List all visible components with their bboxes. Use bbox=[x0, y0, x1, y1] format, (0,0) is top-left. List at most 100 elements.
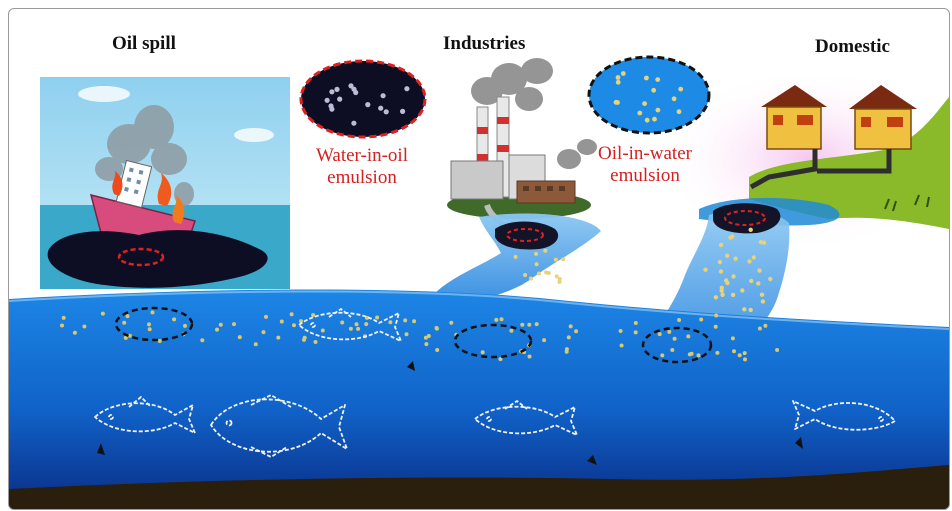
droplet bbox=[677, 318, 682, 322]
droplet bbox=[725, 253, 730, 258]
droplet bbox=[253, 342, 258, 347]
droplet bbox=[768, 276, 773, 282]
oil-spill-scene bbox=[40, 77, 290, 289]
droplet bbox=[520, 322, 525, 327]
label-water-in-oil-line2: emulsion bbox=[327, 167, 397, 188]
droplet bbox=[494, 317, 499, 322]
droplet bbox=[375, 315, 380, 320]
droplet bbox=[329, 106, 335, 112]
droplet bbox=[157, 339, 162, 343]
droplet bbox=[554, 274, 559, 279]
droplet bbox=[720, 292, 725, 297]
droplet bbox=[615, 79, 621, 85]
droplet bbox=[655, 77, 661, 82]
droplet bbox=[568, 324, 573, 329]
droplet bbox=[82, 324, 87, 329]
oil-droplets bbox=[60, 227, 780, 362]
droplet bbox=[615, 75, 621, 80]
droplet bbox=[730, 292, 736, 298]
cloud-icon bbox=[78, 86, 274, 142]
droplet bbox=[714, 313, 719, 318]
sea-surface-sheen bbox=[9, 290, 949, 330]
fish-icon bbox=[474, 400, 578, 436]
fish-icon bbox=[792, 400, 896, 431]
figure-frame: Oil spill Industries Domestic Water-in-o… bbox=[8, 8, 950, 510]
droplet bbox=[553, 257, 558, 262]
factory-icon bbox=[447, 58, 597, 237]
droplet bbox=[633, 321, 638, 325]
droplet bbox=[689, 351, 694, 356]
droplet bbox=[150, 310, 155, 315]
droplet bbox=[388, 320, 393, 325]
droplet bbox=[356, 326, 361, 331]
droplet bbox=[574, 329, 579, 334]
label-oil-in-water-line1: Oil-in-water bbox=[598, 143, 692, 164]
drain-pipe bbox=[749, 149, 892, 190]
droplet bbox=[279, 319, 284, 324]
droplet bbox=[759, 292, 765, 297]
droplet bbox=[200, 338, 205, 343]
sea-body bbox=[9, 289, 949, 509]
droplet bbox=[733, 256, 738, 261]
droplet bbox=[660, 353, 665, 358]
droplet bbox=[730, 336, 735, 341]
droplet bbox=[757, 268, 762, 273]
debris bbox=[97, 361, 803, 465]
industrial-oil-blob bbox=[495, 221, 559, 250]
droplet bbox=[742, 307, 747, 312]
droplet bbox=[498, 357, 503, 362]
droplet bbox=[435, 348, 440, 352]
droplet bbox=[434, 326, 439, 331]
droplet bbox=[760, 299, 766, 304]
droplet bbox=[261, 330, 266, 335]
droplet bbox=[232, 322, 236, 327]
droplet bbox=[337, 96, 343, 102]
droplet bbox=[354, 322, 359, 327]
droplet bbox=[348, 83, 354, 89]
droplet bbox=[365, 102, 371, 108]
droplet bbox=[534, 322, 539, 327]
droplet bbox=[378, 105, 384, 111]
droplet bbox=[686, 334, 691, 339]
domestic-marker bbox=[724, 210, 766, 226]
droplet bbox=[172, 317, 177, 322]
droplet bbox=[756, 281, 761, 286]
droplet bbox=[655, 107, 661, 113]
pollution-scene bbox=[9, 55, 949, 509]
droplet bbox=[423, 335, 428, 340]
droplet bbox=[763, 323, 768, 328]
droplet bbox=[324, 97, 330, 103]
droplet bbox=[699, 317, 704, 322]
droplet bbox=[61, 315, 66, 320]
droplet bbox=[527, 322, 532, 327]
sea-emulsion-marker-2 bbox=[453, 323, 533, 359]
droplet bbox=[403, 318, 408, 323]
droplet bbox=[758, 239, 764, 245]
droplet bbox=[449, 320, 454, 325]
heading-domestic: Domestic bbox=[815, 36, 890, 57]
droplet bbox=[742, 351, 747, 356]
droplet bbox=[696, 353, 701, 358]
droplet bbox=[292, 323, 296, 328]
industrial-marker bbox=[506, 228, 544, 242]
droplet bbox=[480, 350, 485, 355]
droplet bbox=[732, 349, 736, 354]
droplet bbox=[670, 348, 675, 352]
droplet bbox=[237, 335, 242, 340]
heading-industries: Industries bbox=[443, 33, 526, 54]
droplet bbox=[737, 353, 742, 358]
droplet bbox=[652, 116, 657, 122]
droplet bbox=[651, 87, 657, 93]
label-oil-in-water: Oil-in-water emulsion bbox=[583, 143, 707, 187]
droplet bbox=[749, 278, 754, 284]
droplet bbox=[351, 120, 357, 126]
droplet bbox=[757, 326, 762, 331]
droplet bbox=[566, 335, 571, 340]
droplet bbox=[147, 322, 151, 327]
droplet bbox=[536, 271, 541, 276]
droplet bbox=[122, 320, 127, 325]
droplet bbox=[557, 277, 562, 282]
sediment bbox=[9, 465, 949, 509]
droplet bbox=[218, 322, 223, 327]
sea-emulsion-marker-3 bbox=[641, 326, 713, 364]
